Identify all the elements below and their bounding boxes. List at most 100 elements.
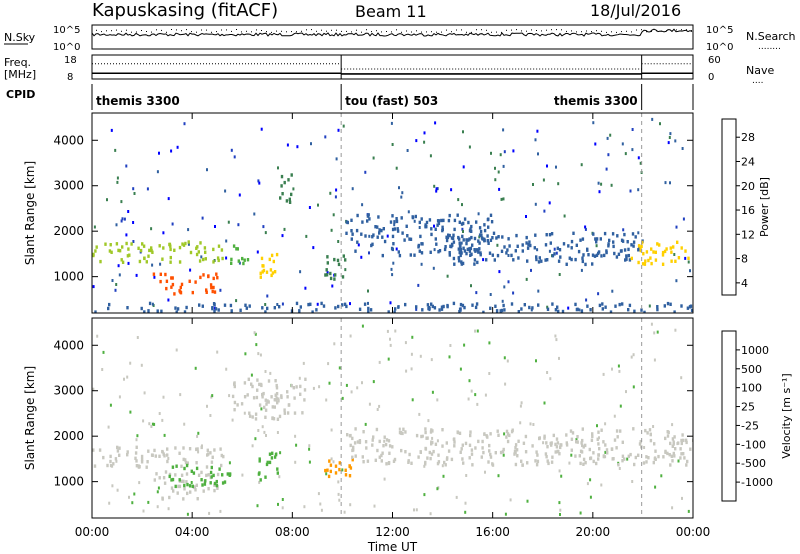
heatmap-cell	[180, 282, 184, 287]
heatmap-cell	[580, 450, 584, 454]
nsearch-dot	[646, 31, 647, 33]
heatmap-cell	[688, 305, 692, 309]
heatmap-cell	[554, 450, 557, 454]
heatmap-cell	[173, 292, 176, 296]
heatmap-cell	[260, 383, 263, 388]
nsearch-dot	[476, 29, 477, 31]
heatmap-cell	[630, 243, 633, 247]
nsearch-dot	[446, 29, 447, 31]
y-tick-label: 2000	[53, 429, 84, 443]
nsearch-dot	[621, 31, 622, 33]
heatmap-cell	[476, 329, 479, 333]
heatmap-cell	[138, 259, 142, 264]
heatmap-cell	[269, 268, 273, 272]
heatmap-cell	[582, 445, 585, 449]
heatmap-cell	[588, 447, 591, 452]
heatmap-cell	[296, 145, 299, 149]
heatmap-cell	[153, 448, 156, 453]
heatmap-cell	[114, 288, 117, 292]
heatmap-cell	[308, 444, 311, 448]
freq-trace	[92, 55, 693, 79]
heatmap-cell	[290, 384, 293, 388]
heatmap-cell	[121, 217, 124, 221]
heatmap-cell	[183, 483, 186, 488]
heatmap-cell	[407, 210, 410, 214]
heatmap-cell	[391, 273, 394, 277]
heatmap-cell	[516, 454, 519, 458]
heatmap-cell	[686, 306, 690, 310]
heatmap-cell	[164, 470, 168, 474]
heatmap-cell	[106, 463, 109, 468]
heatmap-cell	[562, 242, 566, 246]
heatmap-cell	[436, 223, 439, 227]
heatmap-cell	[357, 243, 360, 247]
heatmap-cell	[436, 461, 440, 466]
heatmap-cell	[584, 443, 587, 448]
heatmap-cell	[654, 485, 657, 489]
heatmap-cell	[324, 135, 327, 139]
heatmap-cell	[545, 455, 548, 459]
heatmap-cell	[478, 226, 482, 230]
heatmap-cell	[169, 247, 172, 252]
heatmap-cell	[230, 257, 233, 262]
heatmap-cell	[517, 256, 520, 260]
heatmap-cell	[229, 303, 233, 308]
heatmap-cell	[656, 242, 659, 246]
heatmap-cell	[468, 443, 472, 447]
heatmap-cell	[570, 239, 574, 244]
nsearch-dot	[106, 30, 107, 32]
freq-right-tick-bottom: 0	[708, 72, 714, 83]
nsearch-dot	[401, 31, 402, 33]
heatmap-cell	[299, 270, 302, 274]
heatmap-cell	[271, 416, 274, 420]
velocity-colorbar-tick-label: 100	[741, 382, 762, 395]
heatmap-cell	[634, 455, 637, 460]
heatmap-cell	[629, 452, 632, 457]
heatmap-cell	[236, 247, 239, 251]
heatmap-cell	[184, 241, 187, 246]
power-colorbar-tick-label: 4	[741, 277, 748, 290]
heatmap-cell	[476, 402, 479, 406]
heatmap-cell	[489, 293, 492, 296]
heatmap-cell	[262, 391, 265, 396]
heatmap-cell	[565, 433, 568, 437]
heatmap-cell	[183, 122, 186, 126]
heatmap-cell	[275, 386, 279, 390]
heatmap-cell	[673, 454, 676, 458]
heatmap-cell	[95, 245, 98, 249]
heatmap-cell	[453, 444, 456, 448]
heatmap-cell	[619, 404, 622, 408]
heatmap-cell	[553, 247, 556, 251]
heatmap-cell	[528, 240, 531, 244]
nsearch-dot	[516, 29, 517, 31]
heatmap-cell	[267, 379, 271, 383]
heatmap-cell	[387, 357, 390, 361]
heatmap-cell	[170, 276, 173, 280]
heatmap-cell	[628, 258, 632, 262]
heatmap-cell	[395, 166, 398, 170]
heatmap-cell	[605, 250, 608, 255]
heatmap-cell	[148, 422, 151, 426]
heatmap-cell	[166, 459, 169, 464]
heatmap-cell	[104, 242, 107, 246]
heatmap-cell	[468, 249, 472, 253]
heatmap-cell	[558, 469, 561, 473]
heatmap-cell	[537, 303, 540, 307]
heatmap-cell	[500, 197, 503, 201]
heatmap-cell	[420, 262, 423, 266]
heatmap-cell	[432, 266, 435, 270]
heatmap-cell	[212, 302, 216, 306]
heatmap-cell	[267, 400, 270, 404]
heatmap-cell	[369, 308, 373, 312]
heatmap-cell	[658, 243, 661, 247]
heatmap-cell	[497, 170, 500, 174]
heatmap-cell	[345, 231, 348, 235]
heatmap-cell	[205, 473, 208, 478]
heatmap-cell	[317, 492, 320, 496]
nsearch-dot	[661, 30, 662, 32]
heatmap-cell	[488, 251, 492, 255]
heatmap-cell	[597, 292, 600, 296]
heatmap-cell	[366, 214, 370, 218]
heatmap-cell	[251, 415, 254, 419]
heatmap-cell	[270, 253, 274, 258]
